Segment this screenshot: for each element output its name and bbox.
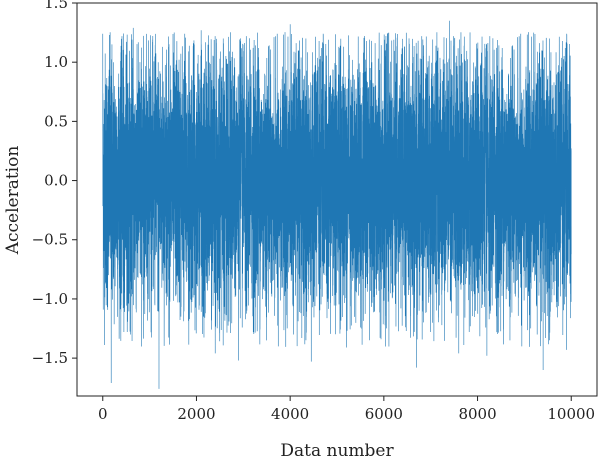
y-axis-label: Acceleration [3, 146, 23, 256]
x-tick-label: 0 [98, 405, 108, 423]
y-tick-label: 1.0 [44, 53, 68, 71]
x-tick-label: 8000 [458, 405, 496, 423]
x-tick-label: 10000 [547, 405, 595, 423]
y-tick-label: −0.5 [32, 231, 68, 249]
x-tick-label: 6000 [365, 405, 403, 423]
x-axis-label: Data number [280, 441, 394, 461]
y-tick-label: 0.5 [44, 112, 68, 130]
x-tick-label: 2000 [177, 405, 215, 423]
y-tick-label: −1.5 [32, 349, 68, 367]
y-axis: 1.5 1.0 0.5 0.0 −0.5 −1.0 −1.5 [32, 0, 77, 367]
x-axis: 0 2000 4000 6000 8000 10000 [98, 396, 595, 423]
plot-frame [76, 2, 598, 397]
y-tick-label: 1.5 [44, 0, 68, 12]
y-tick-label: −1.0 [32, 290, 68, 308]
x-tick-label: 4000 [271, 405, 309, 423]
acceleration-series-line [102, 20, 572, 389]
y-tick-label: 0.0 [44, 172, 68, 190]
